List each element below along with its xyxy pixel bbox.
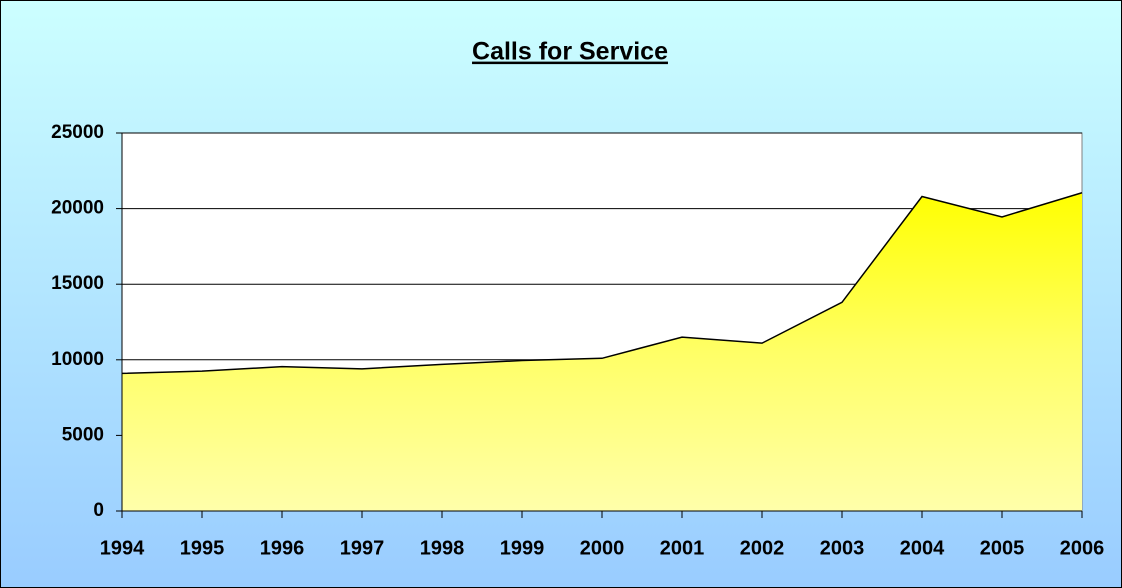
x-tick-label: 1997 [340, 537, 385, 559]
chart-title: Calls for Service [472, 38, 668, 66]
y-tick-label: 0 [93, 500, 104, 521]
area-line [121, 192, 1083, 375]
x-tick-label: 2001 [660, 537, 705, 559]
y-tick-label: 10000 [51, 349, 104, 370]
y-tick-label: 5000 [62, 424, 104, 445]
x-tick-label: 2004 [900, 537, 945, 559]
x-tick-label: 1995 [180, 537, 225, 559]
x-tick-label: 1994 [100, 537, 145, 559]
x-tick-label: 2003 [820, 537, 865, 559]
y-tick-label: 20000 [51, 198, 104, 219]
x-tick-label: 2006 [1060, 537, 1105, 559]
x-tick-label: 2005 [980, 537, 1025, 559]
x-tick-label: 2002 [740, 537, 785, 559]
x-tick-label: 1998 [420, 537, 465, 559]
x-tick-label: 1996 [260, 537, 305, 559]
y-tick-label: 15000 [51, 273, 104, 294]
area [122, 192, 1082, 511]
y-tick-label: 25000 [51, 122, 104, 143]
x-tick-label: 1999 [500, 537, 545, 559]
x-tick-label: 2000 [580, 537, 625, 559]
